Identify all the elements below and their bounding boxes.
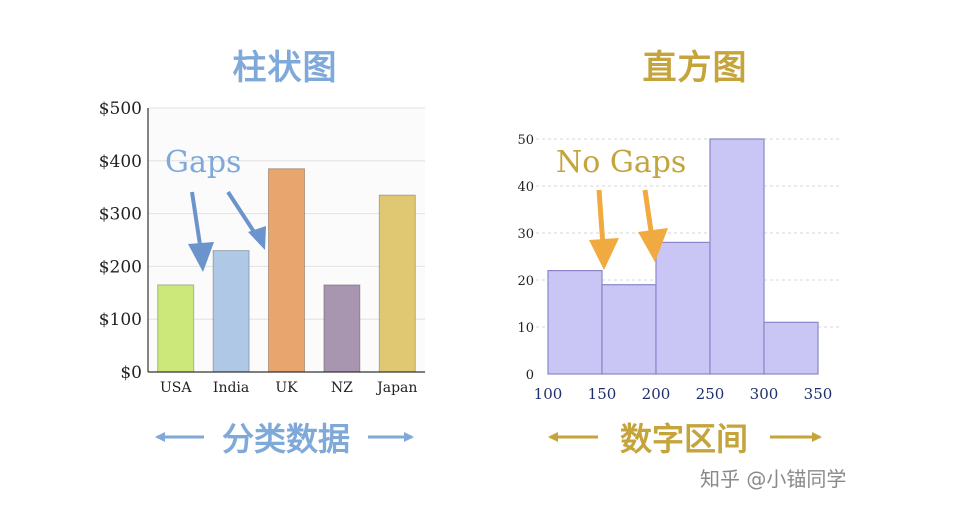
no-gap-arrow-1 (596, 189, 606, 247)
hist-bin-250-300 (709, 138, 765, 375)
bar-chart: $0 $100 $200 $300 $400 $500 USA India UK NZ Japan… (99, 99, 425, 458)
bar-x-tick-label: India (213, 380, 249, 396)
hist-y-tick-label: 10 (517, 321, 534, 336)
bar-footer-label: 分类数据 (222, 420, 350, 458)
hist-y-tick-label: 40 (517, 180, 534, 195)
bar-japan (378, 194, 416, 373)
bar-x-ticks: USA India UK NZ Japan (160, 380, 417, 396)
bar-y-ticks: $0 $100 $200 $300 $400 $500 (99, 99, 142, 383)
gap-arrow-2-head (248, 226, 266, 250)
hist-x-ticks: 100 150 200 250 300 350 (534, 385, 833, 403)
hist-y-tick-label: 50 (517, 133, 534, 148)
hist-y-tick-label: 0 (526, 368, 534, 383)
no-gap-arrow-1-head (589, 238, 619, 270)
hist-y-ticks: 0 10 20 30 40 50 (517, 133, 534, 383)
histogram-title: 直方图 (642, 48, 748, 88)
gap-arrow-1-head (188, 242, 214, 272)
hist-x-tick-label: 200 (642, 385, 671, 403)
gap-arrow-2 (226, 190, 260, 240)
hist-x-tick-label: 250 (696, 385, 725, 403)
hist-x-tick-label: 150 (588, 385, 617, 403)
hist-y-tick-label: 20 (517, 274, 534, 289)
no-gap-arrow-2-head (638, 228, 668, 262)
bar-y-tick-label: $100 (99, 310, 142, 330)
bar-y-tick-label: $300 (99, 205, 142, 225)
bar-x-tick-label: UK (275, 380, 298, 396)
bar-x-tick-label: NZ (331, 380, 353, 396)
hist-bin-150-200 (601, 284, 657, 375)
hist-x-tick-label: 350 (804, 385, 833, 403)
hist-marks (547, 138, 819, 375)
bar-x-tick-label: Japan (375, 380, 417, 396)
hist-bin-300-350 (763, 321, 819, 375)
bar-y-tick-label: $400 (99, 152, 142, 172)
bar-uk (268, 168, 305, 373)
no-gap-arrow-2 (642, 189, 655, 239)
bar-india (212, 250, 250, 373)
hist-y-tick-label: 30 (517, 227, 534, 242)
bar-marks (157, 168, 416, 373)
hist-footer-label: 数字区间 (620, 420, 748, 458)
bar-nz (323, 284, 361, 373)
hist-bin-200-250 (655, 241, 711, 375)
bar-y-tick-label: $0 (120, 363, 142, 383)
gaps-annotation: Gaps (165, 145, 241, 180)
bar-usa (157, 284, 195, 373)
bar-x-tick-label: USA (160, 380, 192, 396)
bar-chart-title: 柱状图 (232, 48, 338, 88)
hist-x-tick-label: 300 (750, 385, 779, 403)
hist-x-tick-label: 100 (534, 385, 563, 403)
bar-y-tick-label: $200 (99, 257, 142, 277)
watermark: 知乎 @小锚同学 (700, 467, 847, 491)
bar-y-tick-label: $500 (99, 99, 142, 119)
hist-bin-100-150 (547, 270, 603, 375)
histogram-chart: 0 10 20 30 40 50 100 150 200 250 300 350 No Gaps 数… (517, 133, 840, 458)
no-gaps-annotation: No Gaps (556, 145, 686, 180)
